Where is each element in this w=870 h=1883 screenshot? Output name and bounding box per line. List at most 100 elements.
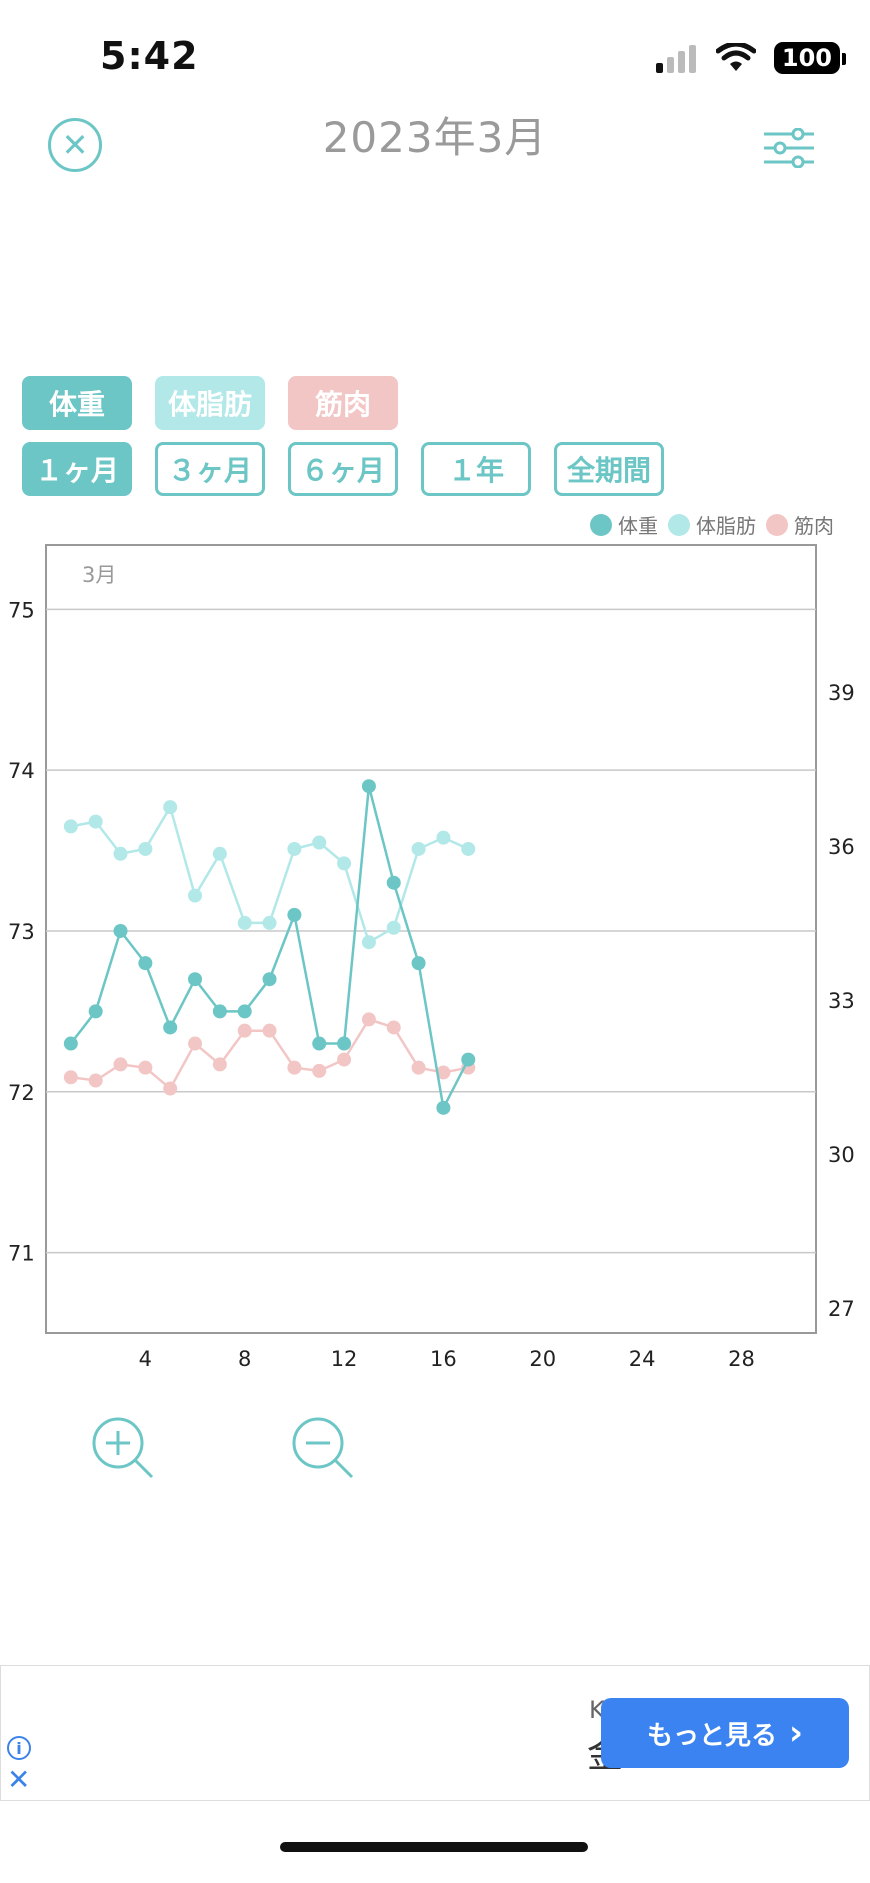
data-point [386,1020,401,1035]
data-point [113,1057,128,1072]
tab-1-month[interactable]: １ヶ月 [22,442,132,496]
line-chart: 3月 71 72 73 74 75 27 30 33 36 39 4 8 12 16 20 24 28 [8,544,855,1371]
data-point [138,956,153,971]
data-point [461,1052,476,1067]
legend-item-weight: 体重 [590,510,658,539]
zoom-out-button[interactable] [290,1415,370,1495]
data-point [287,907,302,922]
close-icon: ✕ [61,126,89,164]
data-point [63,1070,78,1085]
data-point [436,1065,451,1080]
close-button[interactable]: ✕ [48,118,102,172]
data-point [411,1060,426,1075]
data-point [163,800,178,815]
data-point [262,915,277,930]
data-point [287,841,302,856]
chart-legend: 体重 体脂肪 筋肉 [590,510,834,539]
y-tick-label-right: 30 [828,1143,855,1167]
data-point [138,1060,153,1075]
y-tick-label-left: 73 [8,920,35,944]
data-point [188,888,203,903]
y-tick-label-right: 33 [828,989,855,1013]
signal-icon [655,45,696,73]
data-point [386,875,401,890]
x-tick-label: 4 [139,1347,152,1371]
see-more-button[interactable]: もっと見る › [601,1698,849,1768]
data-point [411,841,426,856]
data-point [337,856,352,871]
tab-6-months[interactable]: ６ヶ月 [288,442,398,496]
tab-muscle[interactable]: 筋肉 [288,376,398,430]
data-point [88,814,103,829]
legend-dot-icon [590,513,612,536]
y-tick-label-right: 39 [828,681,855,705]
x-tick-label: 28 [728,1347,755,1371]
data-point [237,1004,252,1019]
y-tick-label-left: 72 [8,1081,35,1105]
data-point [461,841,476,856]
y-tick-label-left: 74 [8,759,35,783]
legend-dot-icon [668,513,690,536]
battery-icon: 100 [773,42,847,74]
data-point [337,1036,352,1051]
data-point [436,830,451,845]
ad-banner[interactable]: i ✕ K 金 もっと見る › [0,1665,870,1801]
see-more-label: もっと見る [646,1720,777,1751]
info-icon[interactable]: i [7,1736,31,1760]
tab-weight[interactable]: 体重 [22,376,132,430]
y-tick-label-right: 27 [828,1297,855,1321]
data-point [312,1036,327,1051]
data-point [113,846,128,861]
data-point [188,1036,203,1051]
x-tick-label: 16 [430,1347,457,1371]
status-time: 5:42 [100,34,199,78]
x-tick-label: 8 [238,1347,251,1371]
data-point [63,819,78,834]
data-point [212,1057,227,1072]
data-point [262,1023,277,1038]
filter-button[interactable] [764,128,814,168]
y-tick-label-right: 36 [828,835,855,859]
tab-1-year[interactable]: １年 [421,442,531,496]
legend-label-body-fat: 体脂肪 [696,514,756,538]
data-point [337,1052,352,1067]
legend-item-body-fat: 体脂肪 [668,510,756,539]
data-point [361,935,376,950]
legend-item-muscle: 筋肉 [766,510,834,539]
data-point [436,1100,451,1115]
data-point [163,1020,178,1035]
data-point [237,915,252,930]
legend-label-weight: 体重 [618,514,658,538]
data-point [287,1060,302,1075]
zoom-in-icon [92,1417,154,1479]
month-label: 3月 [82,563,116,587]
data-point [361,1012,376,1027]
data-point [88,1073,103,1088]
tab-all-period[interactable]: 全期間 [554,442,664,496]
close-icon[interactable]: ✕ [7,1763,31,1796]
data-point [88,1004,103,1019]
data-point [212,846,227,861]
series-line [69,785,470,1112]
data-point [63,1036,78,1051]
y-tick-label-left: 71 [8,1242,35,1266]
zoom-in-button[interactable] [90,1415,170,1495]
x-tick-label: 12 [331,1347,358,1371]
tab-body-fat[interactable]: 体脂肪 [155,376,265,430]
data-point [113,923,128,938]
wifi-icon [715,43,756,71]
legend-dot-icon [766,513,788,536]
data-point [237,1023,252,1038]
zoom-out-icon [292,1417,354,1479]
x-tick-label: 20 [529,1347,556,1371]
ad-text-top: K [589,1696,605,1724]
data-point [386,920,401,935]
data-point [411,956,426,971]
page-title: 2023年3月 [322,113,548,162]
tab-3-months[interactable]: ３ヶ月 [155,442,265,496]
chevron-right-icon: › [789,1713,804,1753]
data-point [163,1081,178,1096]
legend-label-muscle: 筋肉 [794,514,834,538]
data-point [312,1063,327,1078]
data-point [212,1004,227,1019]
